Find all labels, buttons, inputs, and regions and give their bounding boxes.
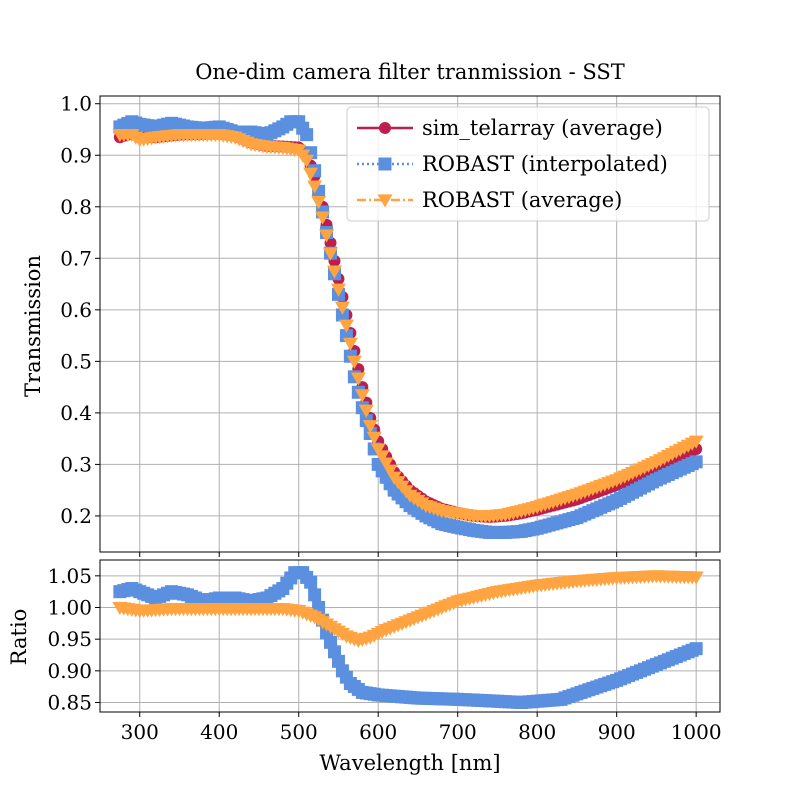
transmission-point-triangle-down bbox=[366, 431, 382, 445]
transmission-ticks: 0.2 0.3 0.4 0.5 0.6 0.7 0.8 0.9 1.0 bbox=[60, 92, 697, 557]
transmission-point-triangle-down bbox=[374, 450, 390, 464]
ratio-ytick-label: 0.90 bbox=[47, 659, 92, 683]
legend: sim_telarray (average) ROBAST (interpolat… bbox=[346, 106, 710, 222]
transmission-point-triangle-down bbox=[350, 372, 366, 386]
transmission-point-triangle-down bbox=[346, 355, 362, 369]
transmission-ytick-label: 0.3 bbox=[60, 452, 92, 476]
transmission-series-triangle-down bbox=[112, 129, 704, 524]
ratio-series-clip bbox=[112, 566, 704, 709]
xtick-label: 1000 bbox=[671, 720, 722, 744]
transmission-point-triangle-down bbox=[315, 211, 331, 225]
legend-label: ROBAST (interpolated) bbox=[422, 152, 668, 176]
ratio-plot-frame bbox=[99, 559, 721, 713]
transmission-point-triangle-down bbox=[382, 464, 398, 478]
legend-items: sim_telarray (average) ROBAST (interpolat… bbox=[357, 116, 668, 212]
legend-marker-square bbox=[378, 157, 392, 171]
transmission-point-square bbox=[300, 128, 314, 142]
transmission-point-triangle-down bbox=[319, 229, 335, 243]
xtick-label: 900 bbox=[598, 720, 636, 744]
chart-title: One-dim camera filter tranmission - SST bbox=[195, 60, 625, 84]
ratio-ytick-label: 1.05 bbox=[47, 564, 92, 588]
transmission-point-triangle-down bbox=[370, 443, 386, 457]
transmission-point-square bbox=[335, 308, 349, 322]
legend-frame bbox=[346, 106, 710, 222]
transmission-point-triangle-down bbox=[362, 420, 378, 434]
ratio-point-square bbox=[308, 588, 322, 602]
transmission-ytick-label: 0.8 bbox=[60, 195, 92, 219]
ratio-ytick-label: 0.85 bbox=[47, 691, 92, 715]
legend-item: ROBAST (average) bbox=[357, 188, 622, 212]
ratio-panel: 300 400 500 600 700 800 900 1000 0.85 0.90 0.95 1.0… bbox=[7, 559, 722, 775]
ratio-ytick-label: 0.95 bbox=[47, 627, 92, 651]
transmission-ytick-label: 0.9 bbox=[60, 143, 92, 167]
transmission-ytick-label: 0.7 bbox=[60, 246, 92, 270]
ratio-point-square bbox=[689, 642, 703, 656]
transmission-point-triangle-down bbox=[330, 283, 346, 297]
transmission-ytick-label: 0.4 bbox=[60, 401, 92, 425]
transmission-point-triangle-down bbox=[358, 404, 374, 418]
xtick-label: 400 bbox=[200, 720, 238, 744]
legend-item: sim_telarray (average) bbox=[357, 116, 663, 140]
legend-label: ROBAST (average) bbox=[422, 188, 622, 212]
transmission-panel: 0.2 0.3 0.4 0.5 0.6 0.7 0.8 0.9 1.0 Transmission… bbox=[21, 92, 721, 557]
ratio-ylabel: Ratio bbox=[7, 609, 31, 666]
transmission-ytick-label: 0.5 bbox=[60, 349, 92, 373]
xtick-label: 700 bbox=[439, 720, 477, 744]
xtick-label: 800 bbox=[518, 720, 556, 744]
ratio-series bbox=[112, 566, 704, 709]
ratio-point-square bbox=[304, 575, 318, 589]
transmission-point-triangle-down bbox=[326, 265, 342, 279]
ratio-point-triangle-down bbox=[688, 571, 704, 585]
transmission-series bbox=[112, 115, 704, 539]
xlabel: Wavelength [nm] bbox=[319, 751, 500, 775]
transmission-point-triangle-down bbox=[688, 435, 704, 449]
xtick-label: 600 bbox=[359, 720, 397, 744]
transmission-ytick-label: 0.2 bbox=[60, 504, 92, 528]
transmission-plot-frame bbox=[99, 95, 721, 553]
legend-item: ROBAST (interpolated) bbox=[357, 152, 668, 176]
xtick-label: 500 bbox=[280, 720, 318, 744]
legend-marker-triangle-down bbox=[377, 194, 393, 208]
transmission-point-triangle-down bbox=[311, 196, 327, 210]
transmission-point-triangle-down bbox=[303, 167, 319, 181]
ratio-plot-area bbox=[100, 560, 720, 712]
transmission-point-square bbox=[689, 455, 703, 469]
ratio-series-square bbox=[113, 566, 703, 709]
transmission-point-triangle-down bbox=[354, 389, 370, 403]
transmission-ylabel: Transmission bbox=[21, 255, 45, 397]
transmission-ytick-label: 1.0 bbox=[60, 92, 92, 116]
transmission-point-triangle-down bbox=[342, 337, 358, 351]
ratio-ytick-label: 1.00 bbox=[47, 596, 92, 620]
transmission-point-triangle-down bbox=[334, 301, 350, 315]
transmission-point-triangle-down bbox=[323, 247, 339, 261]
xtick-label: 300 bbox=[121, 720, 159, 744]
ratio-series-triangle-down bbox=[112, 570, 704, 648]
legend-marker-circle bbox=[379, 122, 391, 134]
legend-label: sim_telarray (average) bbox=[422, 116, 663, 140]
transmission-point-triangle-down bbox=[378, 457, 394, 471]
transmission-ytick-label: 0.6 bbox=[60, 298, 92, 322]
transmission-point-triangle-down bbox=[307, 180, 323, 194]
transmission-series-clip bbox=[112, 115, 704, 539]
transmission-point-triangle-down bbox=[299, 154, 315, 168]
transmission-point-triangle-down bbox=[338, 319, 354, 333]
ratio-ticks: 300 400 500 600 700 800 900 1000 0.85 0.90 0.95 1.0… bbox=[47, 564, 721, 744]
